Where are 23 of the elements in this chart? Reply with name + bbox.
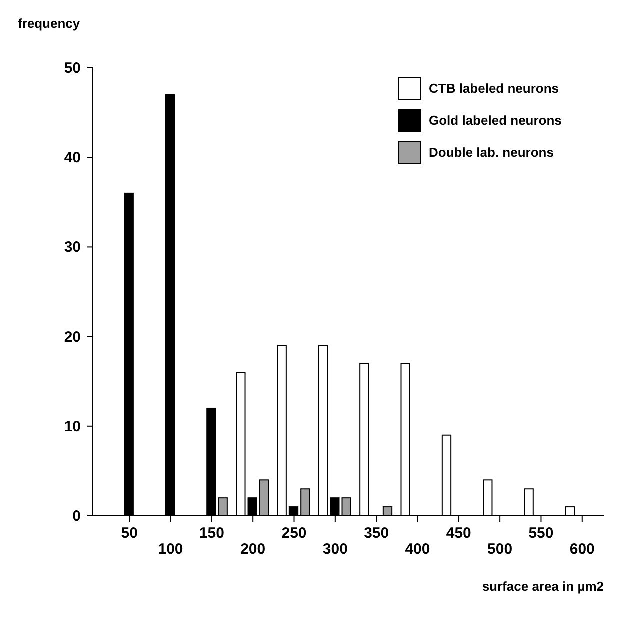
y-tick-label: 50 [64, 60, 81, 77]
x-tick-label: 300 [322, 541, 348, 558]
legend-label: Double lab. neurons [429, 145, 554, 160]
y-tick-label: 20 [64, 328, 81, 346]
x-tick-label: 250 [282, 525, 307, 542]
y-tick-label: 30 [64, 239, 81, 256]
legend-label: CTB labeled neurons [429, 81, 560, 96]
x-tick-label: 500 [488, 541, 513, 558]
x-axis-title: surface area in µm2 [482, 579, 604, 594]
x-tick-label: 350 [364, 525, 390, 542]
y-tick-label: 10 [64, 418, 81, 436]
x-tick-label: 600 [570, 541, 595, 558]
x-tick-label: 400 [405, 541, 430, 558]
y-tick-label: 40 [64, 150, 81, 167]
y-axis-title: frequency [18, 16, 81, 31]
x-tick-label: 100 [158, 541, 184, 558]
x-tick-label: 150 [199, 525, 224, 542]
y-tick-label: 0 [72, 508, 81, 525]
x-tick-label: 450 [446, 525, 472, 542]
x-tick-label: 200 [240, 541, 266, 558]
legend-label: Gold labeled neurons [429, 113, 562, 128]
x-tick-label: 50 [121, 525, 138, 542]
x-tick-label: 550 [528, 525, 554, 542]
